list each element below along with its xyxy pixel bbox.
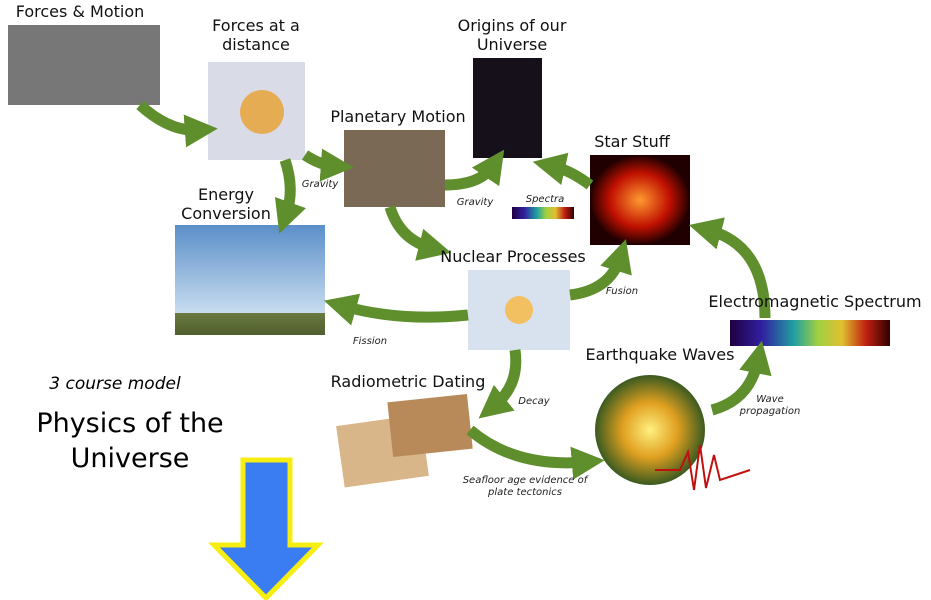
label-line: Planetary Motion: [330, 107, 465, 126]
label-line: Decay: [518, 396, 550, 407]
field-core: [240, 90, 284, 134]
label-line: Spectra: [526, 194, 565, 205]
label-line: Wave: [756, 394, 784, 405]
windfarm-image: [175, 225, 325, 335]
arrow: [470, 430, 585, 463]
edge-label: Gravity: [457, 197, 495, 208]
label-line: Gravity: [302, 179, 340, 190]
label-line: distance: [222, 35, 290, 54]
edge-label: Spectra: [526, 194, 565, 205]
label-line: Radiometric Dating: [331, 372, 486, 391]
arrow: [140, 105, 198, 130]
edge-label: Fusion: [606, 286, 638, 297]
nucleus-core: [505, 296, 533, 324]
model-title: Physics of the Universe: [36, 408, 223, 474]
node-label: Electromagnetic Spectrum: [708, 292, 921, 311]
arrow: [552, 166, 590, 185]
model-subtitle: 3 course model: [49, 374, 181, 394]
label-line: Electromagnetic Spectrum: [708, 292, 921, 311]
node-label: Radiometric Dating: [331, 372, 486, 391]
down-arrow: [214, 460, 318, 598]
orbit-image: [344, 130, 445, 207]
label-line: Origins of our: [458, 16, 567, 35]
fossil-image: [387, 394, 472, 457]
node-label: Forces & Motion: [16, 2, 145, 21]
label-line: Conversion: [181, 204, 271, 223]
label-line: Earthquake Waves: [586, 345, 735, 364]
label-line: propagation: [739, 406, 801, 417]
car-image: [8, 25, 160, 105]
node-label: Nuclear Processes: [440, 247, 586, 266]
label-line: Forces at a: [212, 16, 300, 35]
label-line: Energy: [198, 185, 254, 204]
label-line: Forces & Motion: [16, 2, 145, 21]
spectrum-bar: [730, 320, 890, 346]
arrow: [285, 160, 290, 215]
node-label: Star Stuff: [594, 132, 670, 151]
edge-label: Decay: [518, 396, 550, 407]
label-line: Gravity: [457, 197, 495, 208]
galaxy-image: [473, 58, 542, 158]
label-line: Seafloor age evidence of: [463, 475, 589, 486]
arrow: [343, 306, 468, 317]
arrow: [712, 360, 758, 410]
diagram: Forces & Motion Forces at adistance Orig…: [0, 0, 931, 600]
arrow: [305, 155, 334, 166]
label-line: Universe: [477, 35, 547, 54]
label-line: Fusion: [606, 286, 638, 297]
label-line: Fission: [353, 336, 387, 347]
arrow: [445, 166, 493, 185]
spectra-bar: [512, 207, 574, 219]
earth-image: [595, 375, 705, 485]
arrow: [390, 207, 432, 248]
edge-label: Gravity: [302, 179, 340, 190]
node-label: Earthquake Waves: [586, 345, 735, 364]
label-line: Star Stuff: [594, 132, 670, 151]
sun-image: [590, 155, 690, 245]
edge-label: Fission: [353, 336, 387, 347]
title-line: Universe: [71, 443, 190, 474]
node-label: Planetary Motion: [330, 107, 465, 126]
arrow: [494, 350, 516, 406]
title-line: Physics of the: [36, 408, 223, 439]
label-line: Nuclear Processes: [440, 247, 586, 266]
label-line: plate tectonics: [487, 487, 562, 498]
